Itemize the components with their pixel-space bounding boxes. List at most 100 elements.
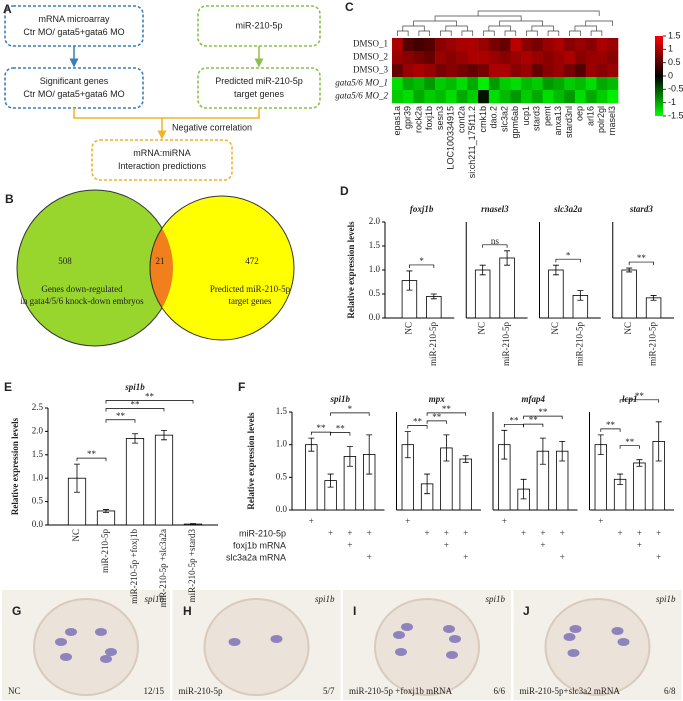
heatmap-cell	[445, 38, 457, 52]
heatmap-cell	[564, 77, 576, 91]
significance-bracket	[628, 261, 654, 266]
error-bar	[626, 267, 633, 273]
image-gene: spi1b	[485, 594, 505, 604]
stain	[567, 649, 580, 657]
heatmap-cell	[521, 64, 533, 78]
heatmap-cell	[488, 64, 500, 78]
heatmap-cell	[478, 77, 490, 91]
error-bar	[617, 473, 624, 485]
heatmap-cell	[564, 90, 576, 104]
flow-box-text: Interaction predictions	[118, 161, 207, 171]
x-tick-label: NC	[71, 529, 81, 542]
dendrogram	[531, 25, 554, 31]
error-bar	[650, 295, 657, 301]
significance-label: *	[566, 250, 571, 260]
heatmap-cell	[553, 90, 565, 104]
heatmap-cell	[424, 38, 436, 52]
error-bar	[308, 437, 315, 452]
treatment-mark: +	[309, 516, 314, 526]
colorbar-tick-label: 0	[668, 70, 673, 80]
treatment-mark: +	[502, 516, 507, 526]
x-tick-label: miR-210-5p +slc3a2a	[158, 529, 168, 607]
heatmap-cell	[531, 64, 543, 78]
heatmap-cell	[402, 77, 414, 91]
heatmap-cell	[435, 77, 447, 91]
bar	[96, 510, 116, 526]
treatment-label: slc3a2a mRNA	[226, 552, 286, 562]
heatmap-cell	[542, 38, 554, 52]
heatmap-cell	[596, 38, 608, 52]
heatmap-column-label: rnasel3	[607, 106, 617, 136]
group-title: slc3a2a	[553, 204, 582, 214]
treatment-mark: +	[637, 528, 642, 538]
significance-label: **	[442, 404, 452, 414]
error-bar	[132, 433, 138, 444]
bar	[645, 297, 662, 319]
heatmap-cell	[574, 77, 587, 91]
error-bar	[346, 446, 353, 467]
heatmap-row-label: DMSO_3	[353, 65, 389, 75]
stain	[55, 638, 67, 646]
embryo	[374, 598, 480, 696]
image-ratio: 12/15	[143, 686, 164, 696]
stain	[270, 635, 283, 643]
heatmap-cell	[607, 51, 619, 65]
error-bar	[655, 421, 662, 462]
significance-bracket	[76, 457, 107, 462]
heatmap-cell	[435, 90, 447, 104]
dendrogram	[477, 10, 600, 16]
stain	[563, 633, 576, 641]
error-bar	[636, 459, 643, 467]
heatmap-cell	[413, 51, 425, 65]
venn-label: Predicted miR-210-5p	[210, 284, 291, 294]
y-tick-label: 1.5	[32, 449, 44, 459]
heatmap-cell	[542, 77, 554, 91]
panel-letter: C	[345, 0, 354, 14]
dendrogram	[440, 30, 452, 36]
treatment-mark: +	[618, 528, 623, 538]
flow-box-text: mRNA microarray	[38, 14, 110, 24]
bar	[426, 295, 442, 319]
heatmap-cell	[402, 38, 414, 52]
heatmap-cell	[499, 64, 511, 78]
y-tick-label: 0.0	[369, 312, 381, 322]
heatmap-cell	[488, 51, 500, 65]
colorbar-tick-label: 0.5	[668, 57, 681, 67]
stain	[95, 628, 107, 636]
panel-letter: D	[340, 184, 349, 198]
treatment-mark: +	[347, 528, 352, 538]
heatmap-cell	[478, 64, 490, 78]
significance-label: **	[316, 423, 326, 433]
colorbar-tick-label: 1.5	[668, 30, 681, 40]
embryo	[33, 598, 139, 696]
significance-label: **	[529, 415, 539, 425]
heatmap-cell	[488, 90, 500, 104]
group-title: mpx	[429, 394, 446, 404]
treatment-mark: +	[521, 528, 526, 538]
significance-label: **	[336, 424, 346, 434]
heatmap-cell	[531, 90, 543, 104]
heatmap-cell	[402, 51, 414, 65]
significance-label: **	[538, 407, 548, 417]
error-bar	[161, 430, 167, 441]
bar	[125, 438, 145, 526]
image-gene: spi1b	[656, 594, 676, 604]
error-bar	[501, 429, 508, 460]
venn-overlap	[149, 195, 173, 341]
image-gene: spi1b	[315, 594, 335, 604]
stain	[105, 648, 117, 656]
heatmap-cell	[478, 38, 490, 52]
treatment-mark: +	[367, 528, 372, 538]
x-tick-label: NC	[550, 322, 560, 335]
treatment-mark: +	[540, 528, 545, 538]
bar	[499, 257, 515, 319]
y-tick-label: 2.5	[32, 402, 44, 412]
significance-label: **	[413, 417, 423, 427]
heatmap-column-label: anxa13	[553, 106, 563, 136]
venn	[16, 189, 295, 347]
bar	[305, 444, 318, 511]
heatmap-cell	[413, 64, 425, 78]
x-tick-label: miR-210-5p	[428, 322, 438, 366]
heatmap-cell	[499, 77, 511, 91]
colorbar-tick-label: -0.5	[668, 84, 683, 94]
